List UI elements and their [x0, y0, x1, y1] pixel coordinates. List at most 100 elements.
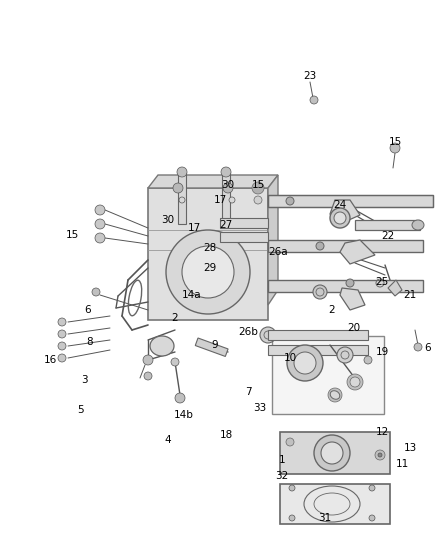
- Text: 19: 19: [375, 347, 389, 357]
- Ellipse shape: [375, 450, 385, 460]
- Ellipse shape: [95, 233, 105, 243]
- Ellipse shape: [175, 393, 185, 403]
- Text: 25: 25: [375, 277, 389, 287]
- Ellipse shape: [58, 342, 66, 350]
- Bar: [268, 280, 423, 292]
- Ellipse shape: [254, 196, 262, 204]
- Text: 26a: 26a: [268, 247, 288, 257]
- Ellipse shape: [260, 327, 276, 343]
- Polygon shape: [330, 200, 360, 224]
- Text: 28: 28: [203, 243, 217, 253]
- Ellipse shape: [171, 358, 179, 366]
- Ellipse shape: [346, 279, 354, 287]
- Text: 11: 11: [396, 459, 409, 469]
- Ellipse shape: [221, 167, 231, 177]
- Text: 21: 21: [403, 290, 417, 300]
- Text: 3: 3: [81, 375, 87, 385]
- Text: 17: 17: [213, 195, 226, 205]
- Ellipse shape: [414, 343, 422, 351]
- Ellipse shape: [321, 442, 343, 464]
- Bar: [268, 240, 423, 252]
- Bar: [272, 336, 384, 414]
- Ellipse shape: [310, 96, 318, 104]
- Bar: [220, 232, 268, 242]
- Bar: [148, 188, 268, 320]
- Ellipse shape: [144, 372, 152, 380]
- Ellipse shape: [58, 330, 66, 338]
- Bar: [268, 195, 433, 207]
- Ellipse shape: [173, 183, 183, 193]
- Text: 13: 13: [403, 443, 417, 453]
- Ellipse shape: [229, 197, 235, 203]
- Ellipse shape: [330, 391, 340, 399]
- Text: 7: 7: [245, 387, 251, 397]
- Text: 15: 15: [251, 180, 265, 190]
- Ellipse shape: [294, 352, 316, 374]
- Ellipse shape: [328, 388, 342, 402]
- Text: 9: 9: [212, 340, 218, 350]
- Text: 16: 16: [43, 355, 57, 365]
- Ellipse shape: [316, 242, 324, 250]
- Text: 20: 20: [347, 323, 360, 333]
- Ellipse shape: [150, 336, 174, 356]
- Bar: [280, 432, 390, 474]
- Text: 12: 12: [375, 427, 389, 437]
- Text: 10: 10: [283, 353, 297, 363]
- Ellipse shape: [369, 485, 375, 491]
- Text: 15: 15: [389, 137, 402, 147]
- Text: 4: 4: [165, 435, 171, 445]
- Polygon shape: [340, 288, 365, 310]
- Text: 32: 32: [276, 471, 289, 481]
- Text: 2: 2: [172, 313, 178, 323]
- Bar: [220, 218, 268, 228]
- Bar: [280, 484, 390, 524]
- Ellipse shape: [92, 288, 100, 296]
- Text: 14b: 14b: [174, 410, 194, 420]
- Text: 33: 33: [253, 403, 267, 413]
- Bar: [268, 195, 433, 207]
- Ellipse shape: [314, 435, 350, 471]
- Ellipse shape: [58, 318, 66, 326]
- Bar: [268, 345, 368, 355]
- Text: 17: 17: [187, 223, 201, 233]
- Text: 29: 29: [203, 263, 217, 273]
- Ellipse shape: [286, 438, 294, 446]
- Ellipse shape: [412, 220, 424, 230]
- Ellipse shape: [334, 212, 346, 224]
- Polygon shape: [148, 175, 278, 188]
- Ellipse shape: [289, 485, 295, 491]
- Ellipse shape: [143, 355, 153, 365]
- Ellipse shape: [337, 347, 353, 363]
- Ellipse shape: [179, 197, 185, 203]
- Bar: [268, 330, 368, 340]
- Text: 1: 1: [279, 455, 285, 465]
- Ellipse shape: [177, 167, 187, 177]
- Text: 6: 6: [85, 305, 91, 315]
- Ellipse shape: [286, 197, 294, 205]
- Text: 22: 22: [381, 231, 395, 241]
- Ellipse shape: [223, 183, 233, 193]
- Polygon shape: [268, 175, 278, 305]
- Text: 31: 31: [318, 513, 332, 523]
- Text: 8: 8: [87, 337, 93, 347]
- Ellipse shape: [350, 377, 360, 387]
- Polygon shape: [388, 280, 402, 296]
- Ellipse shape: [95, 205, 105, 215]
- Ellipse shape: [58, 354, 66, 362]
- Text: 30: 30: [222, 180, 235, 190]
- Ellipse shape: [364, 356, 372, 364]
- Text: 15: 15: [65, 230, 79, 240]
- Text: 30: 30: [162, 215, 175, 225]
- Text: 23: 23: [304, 71, 317, 81]
- Text: 6: 6: [425, 343, 431, 353]
- Bar: [222, 172, 230, 222]
- Text: 14a: 14a: [182, 290, 202, 300]
- Ellipse shape: [182, 246, 234, 298]
- Text: 26b: 26b: [238, 327, 258, 337]
- Text: 24: 24: [333, 200, 346, 210]
- Ellipse shape: [166, 230, 250, 314]
- Text: 2: 2: [328, 305, 336, 315]
- Ellipse shape: [95, 219, 105, 229]
- Bar: [355, 220, 420, 230]
- Text: 5: 5: [77, 405, 83, 415]
